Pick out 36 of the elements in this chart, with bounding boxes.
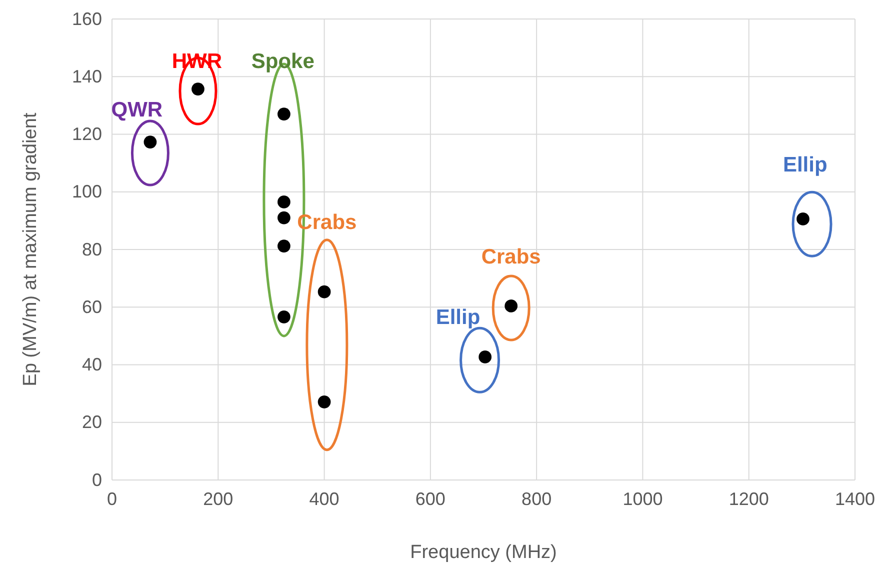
y-tick-label: 120 <box>72 124 102 144</box>
x-tick-label: 200 <box>203 488 234 509</box>
annotation: Crabs <box>481 246 541 269</box>
annotation: Ellip <box>436 306 480 330</box>
annotation: QWR <box>111 98 163 122</box>
y-tick-label: 160 <box>72 8 102 29</box>
x-tick-label: 1000 <box>622 488 663 509</box>
point <box>192 82 204 96</box>
point <box>278 196 290 208</box>
y-tick-label: 100 <box>72 182 102 202</box>
point <box>278 211 290 224</box>
x-tick-label: 600 <box>415 488 446 509</box>
y-tick-label: 0 <box>92 470 102 490</box>
point <box>318 285 331 298</box>
x-axis-title: Frequency (MHz) <box>410 542 557 563</box>
y-tick-label: 80 <box>82 239 102 260</box>
annotation: Spoke <box>251 50 314 73</box>
point <box>478 350 492 364</box>
point <box>144 136 157 148</box>
x-tick-label: 0 <box>106 488 118 509</box>
x-tick-label: 1200 <box>728 488 769 509</box>
y-tick-label: 20 <box>82 412 102 432</box>
point <box>278 108 290 120</box>
y-tick-label: 60 <box>82 296 102 317</box>
y-axis-title: Ep (MV/m) at maximum gradient <box>20 112 41 386</box>
x-tick-label: 800 <box>522 488 552 509</box>
point <box>278 240 290 252</box>
annotation: Ellip <box>782 153 828 176</box>
point <box>796 212 810 226</box>
x-tick-label: 1400 <box>834 488 876 509</box>
y-tick-label: 40 <box>82 354 102 375</box>
point <box>318 396 331 408</box>
point <box>504 300 518 312</box>
point <box>278 310 290 324</box>
x-tick-label: 400 <box>309 488 340 509</box>
y-tick-label: 140 <box>72 66 102 86</box>
